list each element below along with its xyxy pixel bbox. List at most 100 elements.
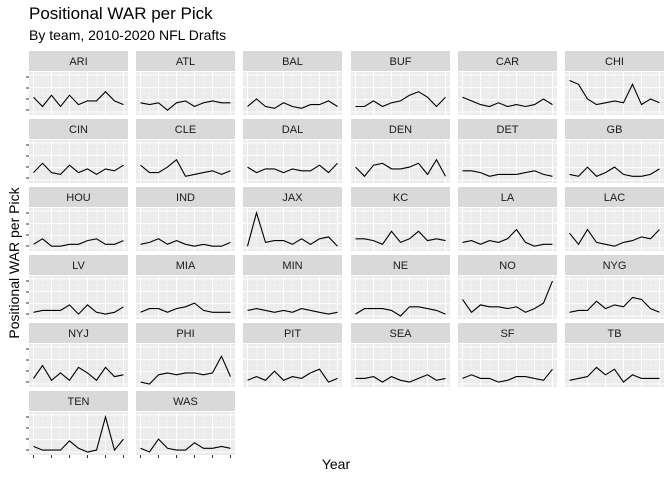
facet-panel-det: DET xyxy=(458,119,557,183)
series-line-tb xyxy=(569,366,660,383)
facet-strip xyxy=(565,51,664,71)
facet-panel-no: NO xyxy=(458,255,557,319)
facet-label: PIT xyxy=(284,328,301,340)
series-line-dal xyxy=(247,162,338,174)
facet-panel-ari: ARI xyxy=(26,51,128,115)
series-line-la xyxy=(462,228,553,247)
facet-label: BAL xyxy=(282,56,303,68)
facet-label: LAC xyxy=(604,192,625,204)
facet-panel-car: CAR xyxy=(458,51,557,115)
series-line-buf xyxy=(355,91,446,108)
chart-title: Positional WAR per Pick xyxy=(29,4,213,23)
facet-panel-la: LA xyxy=(458,187,557,251)
series-line-mia xyxy=(140,302,231,313)
chart-subtitle: By team, 2010-2020 NFL Drafts xyxy=(29,27,227,43)
facet-label: CIN xyxy=(69,124,88,136)
facet-label: ARI xyxy=(69,56,87,68)
series-line-pit xyxy=(247,368,338,383)
series-line-hou xyxy=(33,238,124,247)
facet-panel-den: DEN xyxy=(351,119,450,183)
series-line-no xyxy=(462,280,554,314)
facet-strip xyxy=(29,323,128,343)
facet-label: PHI xyxy=(176,328,194,340)
facet-label: LA xyxy=(501,192,515,204)
facet-panel-kc: KC xyxy=(351,187,450,251)
facet-strip xyxy=(136,187,235,207)
facet-strip xyxy=(565,255,664,275)
facet-strip xyxy=(136,323,235,343)
x-axis-label: Year xyxy=(321,456,351,472)
facet-label: HOU xyxy=(66,192,91,204)
facet-label: SF xyxy=(500,328,514,340)
facet-label: JAX xyxy=(282,192,303,204)
series-line-atl xyxy=(140,100,231,111)
facet-label: DAL xyxy=(282,124,303,136)
facet-strip xyxy=(565,187,664,207)
facet-label: NYJ xyxy=(68,328,89,340)
facet-label: ATL xyxy=(176,56,195,68)
facet-strip xyxy=(136,119,235,139)
series-line-sea xyxy=(355,374,446,383)
facet-label: CHI xyxy=(605,56,624,68)
facet-strip xyxy=(136,51,235,71)
facet-label: TB xyxy=(607,328,621,340)
facet-panel-jax: JAX xyxy=(243,187,342,251)
facet-panel-gb: GB xyxy=(565,119,664,183)
facet-strip xyxy=(243,255,342,275)
facet-panel-min: MIN xyxy=(243,255,342,319)
facet-panel-lv: LV xyxy=(26,255,128,319)
facet-panel-mia: MIA xyxy=(136,255,235,319)
facet-panel-cle: CLE xyxy=(136,119,235,183)
facet-strip xyxy=(29,187,128,207)
facet-strip xyxy=(351,323,450,343)
facet-panel-pit: PIT xyxy=(243,323,342,387)
facet-panel-ten: TEN xyxy=(26,391,128,455)
facet-label: GB xyxy=(607,124,623,136)
facet-strip xyxy=(29,255,128,275)
facet-strip xyxy=(458,187,557,207)
facet-label: KC xyxy=(393,192,408,204)
facet-label: NE xyxy=(393,260,408,272)
facet-panel-sf: SF xyxy=(458,323,557,387)
facet-label: CAR xyxy=(496,56,519,68)
facet-label: MIN xyxy=(282,260,302,272)
facet-panel-atl: ATL xyxy=(136,51,235,115)
facet-label: SEA xyxy=(389,328,412,340)
facet-strip xyxy=(458,255,557,275)
series-line-den xyxy=(355,158,446,178)
facet-strip xyxy=(243,51,342,71)
series-line-nyg xyxy=(569,296,660,313)
facet-label: DEN xyxy=(389,124,412,136)
facet-label: WAS xyxy=(173,396,198,408)
facet-strip xyxy=(136,391,235,411)
series-line-ten xyxy=(33,414,124,453)
facet-panel-nyj: NYJ xyxy=(26,323,128,387)
facet-strip xyxy=(29,119,128,139)
series-line-bal xyxy=(247,98,338,109)
facet-strip xyxy=(458,119,557,139)
facet-strip xyxy=(243,119,342,139)
facet-strip xyxy=(136,255,235,275)
series-line-lac xyxy=(569,228,660,247)
facet-strip xyxy=(243,323,342,343)
facet-panel-hou: HOU xyxy=(26,187,128,251)
series-line-cin xyxy=(33,162,124,176)
facet-strip xyxy=(351,187,450,207)
facet-strip xyxy=(29,51,128,71)
facet-label: CLE xyxy=(175,124,196,136)
facet-panel-chi: CHI xyxy=(565,51,664,115)
facet-strip xyxy=(351,51,450,71)
facet-panel-ne: NE xyxy=(351,255,450,319)
series-line-car xyxy=(462,96,553,108)
facet-label: LV xyxy=(72,260,85,272)
facet-panel-bal: BAL xyxy=(243,51,342,115)
facet-panel-buf: BUF xyxy=(351,51,450,115)
series-line-lv xyxy=(33,304,124,315)
facet-panel-lac: LAC xyxy=(565,187,664,251)
facet-panel-nyg: NYG xyxy=(565,255,664,319)
series-line-ne xyxy=(355,306,446,317)
facet-panel-tb: TB xyxy=(565,323,664,387)
facet-strip xyxy=(243,187,342,207)
series-line-ind xyxy=(140,238,231,247)
